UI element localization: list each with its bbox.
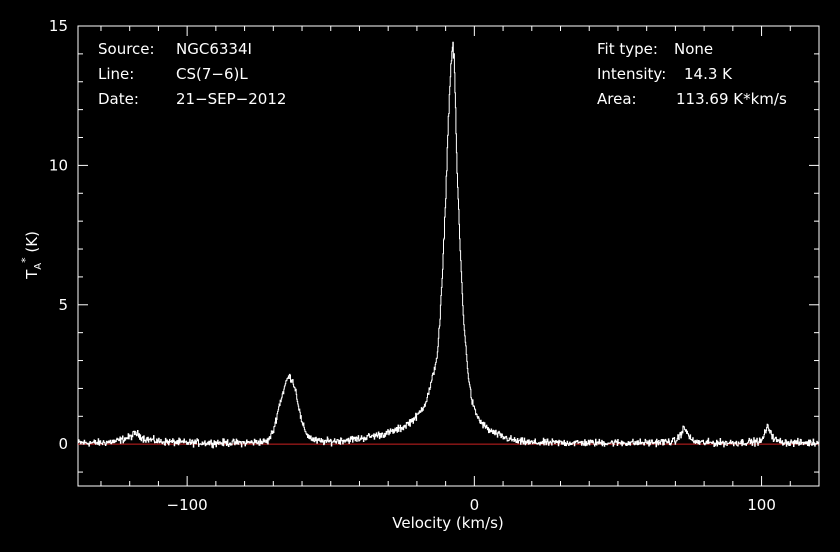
plot-frame [77, 25, 820, 487]
y-axis-label-main: T [23, 269, 41, 280]
x-axis-label: Velocity (km/s) [392, 514, 503, 532]
y-tick-label: 15 [49, 17, 68, 35]
info-panel-left: Source: NGC6334I Line: CS(7−6)L Date: 21… [98, 40, 286, 108]
axis-tick-labels: −100 0 100 0 5 10 15 [49, 17, 776, 514]
info-line-value: CS(7−6)L [176, 65, 248, 83]
info-area-label: Area: [597, 90, 637, 108]
info-intensity-value: 14.3 K [684, 65, 733, 83]
y-axis-label-unit: (K) [23, 231, 41, 257]
y-axis-label: TA* (K) [19, 231, 44, 280]
info-area-value: 113.69 K*km/s [676, 90, 787, 108]
y-tick-label: 10 [49, 156, 68, 174]
info-date-label: Date: [98, 90, 139, 108]
y-tick-label: 5 [58, 296, 68, 314]
info-fit-label: Fit type: [597, 40, 658, 58]
y-axis-label-sub: A [33, 263, 44, 270]
x-tick-label: 100 [747, 496, 776, 514]
info-date-value: 21−SEP−2012 [176, 90, 286, 108]
info-fit-value: None [674, 40, 713, 58]
spectrum-line [78, 41, 820, 449]
info-panel-right: Fit type: None Intensity: 14.3 K Area: 1… [597, 40, 787, 108]
y-tick-label: 0 [58, 435, 68, 453]
x-tick-label: 0 [470, 496, 480, 514]
x-tick-label: −100 [167, 496, 208, 514]
info-intensity-label: Intensity: [597, 65, 666, 83]
y-axis-label-sup: * [19, 257, 32, 263]
info-line-label: Line: [98, 65, 134, 83]
info-source-label: Source: [98, 40, 155, 58]
info-source-value: NGC6334I [176, 40, 252, 58]
